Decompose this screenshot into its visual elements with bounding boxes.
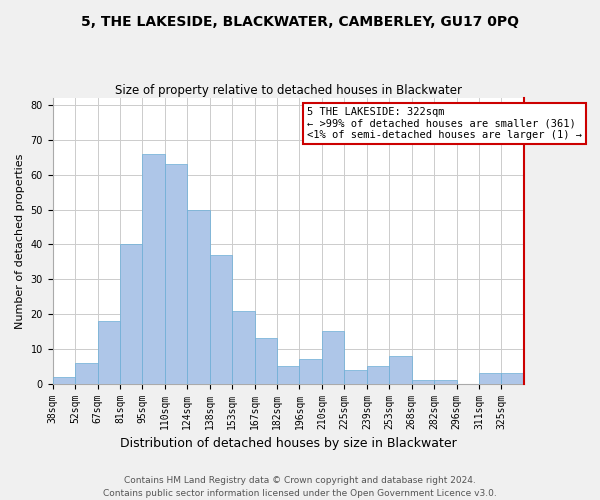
Bar — [120, 244, 142, 384]
Text: 5, THE LAKESIDE, BLACKWATER, CAMBERLEY, GU17 0PQ: 5, THE LAKESIDE, BLACKWATER, CAMBERLEY, … — [81, 15, 519, 29]
Text: 5 THE LAKESIDE: 322sqm
← >99% of detached houses are smaller (361)
<1% of semi-d: 5 THE LAKESIDE: 322sqm ← >99% of detache… — [307, 106, 582, 140]
Bar — [232, 310, 254, 384]
Bar — [210, 255, 232, 384]
Bar — [389, 356, 412, 384]
Bar — [322, 332, 344, 384]
X-axis label: Distribution of detached houses by size in Blackwater: Distribution of detached houses by size … — [120, 437, 457, 450]
Bar — [165, 164, 187, 384]
Bar — [254, 338, 277, 384]
Title: Size of property relative to detached houses in Blackwater: Size of property relative to detached ho… — [115, 84, 462, 97]
Bar — [479, 373, 502, 384]
Bar — [367, 366, 389, 384]
Text: Contains HM Land Registry data © Crown copyright and database right 2024.
Contai: Contains HM Land Registry data © Crown c… — [103, 476, 497, 498]
Bar — [434, 380, 457, 384]
Bar — [502, 373, 524, 384]
Y-axis label: Number of detached properties: Number of detached properties — [15, 153, 25, 328]
Bar — [98, 321, 120, 384]
Bar — [75, 363, 98, 384]
Bar — [142, 154, 165, 384]
Bar — [277, 366, 299, 384]
Bar — [187, 210, 210, 384]
Bar — [412, 380, 434, 384]
Bar — [53, 376, 75, 384]
Bar — [344, 370, 367, 384]
Bar — [299, 360, 322, 384]
